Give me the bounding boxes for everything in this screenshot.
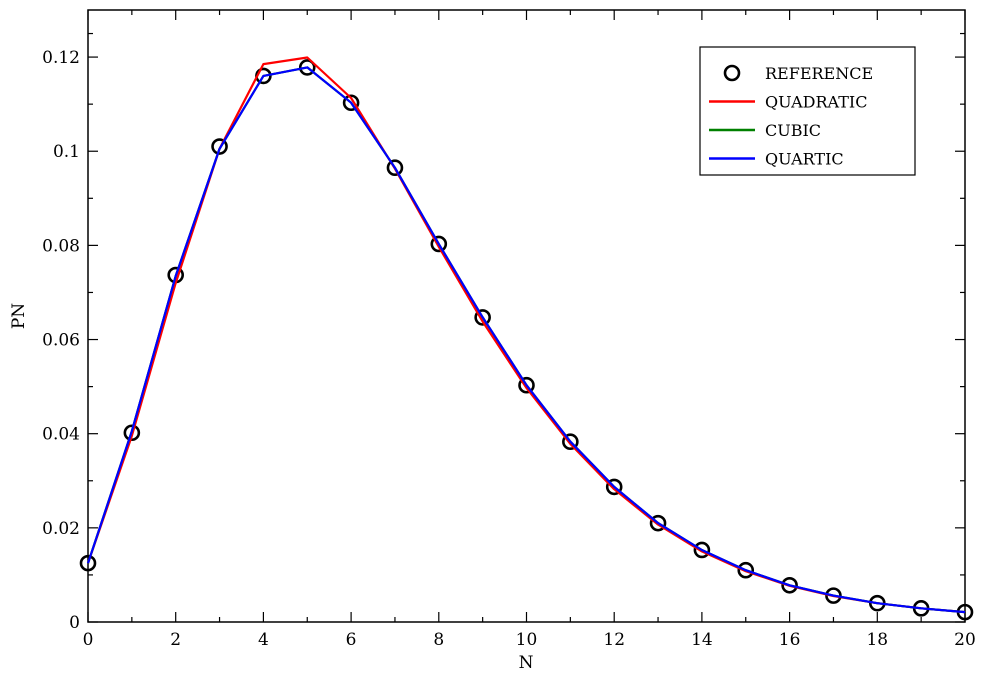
legend: REFERENCE QUADRATIC CUBIC QUARTIC — [699, 46, 916, 176]
reference-data-point — [298, 59, 316, 76]
reference-data-point — [649, 514, 667, 532]
reference-data-point — [737, 561, 755, 579]
y-tick-label: 0.02 — [42, 519, 80, 539]
x-axis-title: N — [519, 653, 534, 673]
x-tick-label: 12 — [603, 630, 625, 650]
y-tick-label: 0.06 — [42, 331, 80, 351]
y-tick-label: 0.12 — [42, 48, 80, 68]
reference-data-point — [79, 554, 97, 572]
x-tick-label: 4 — [258, 630, 269, 650]
x-tick-label: 18 — [866, 630, 888, 650]
reference-data-point — [825, 587, 842, 604]
legend-quadratic-label: QUADRATIC — [765, 93, 867, 112]
axis-tick-labels: 0 2 4 6 8 10 12 14 16 18 20 0 0.02 0.04 0.06 0.08 0.1 0.1… — [42, 48, 976, 650]
legend-quartic-label: QUARTIC — [765, 150, 844, 169]
legend-reference-label: REFERENCE — [765, 64, 873, 83]
reference-data-point — [693, 541, 711, 559]
x-tick-label: 6 — [346, 630, 357, 650]
y-tick-label: 0 — [69, 613, 80, 633]
reference-data-point — [123, 424, 141, 442]
reference-data-point — [474, 309, 491, 326]
y-tick-label: 0.04 — [42, 425, 80, 445]
quartic-series-line — [86, 66, 966, 614]
reference-data-point — [518, 376, 535, 394]
x-tick-label: 20 — [954, 630, 976, 650]
x-tick-label: 14 — [691, 630, 713, 650]
reference-data-point — [211, 138, 228, 155]
y-tick-label: 0.08 — [42, 236, 80, 256]
y-tick-label: 0.1 — [53, 142, 80, 162]
reference-data-point — [386, 159, 404, 177]
reference-data-point — [605, 478, 623, 496]
legend-cubic-label: CUBIC — [765, 121, 821, 140]
x-tick-label: 16 — [779, 630, 801, 650]
legend-reference-marker — [723, 64, 741, 82]
reference-data-point — [342, 94, 360, 112]
y-axis-title: PN — [9, 303, 29, 329]
reference-data-point — [562, 433, 579, 450]
reference-data-point — [430, 235, 448, 253]
reference-data-point — [781, 576, 798, 594]
axis-ticks — [87, 10, 966, 623]
x-tick-label: 2 — [170, 630, 181, 650]
x-tick-label: 10 — [516, 630, 538, 650]
x-tick-label: 8 — [433, 630, 444, 650]
x-tick-label: 0 — [83, 630, 94, 650]
series-lines — [86, 56, 966, 614]
